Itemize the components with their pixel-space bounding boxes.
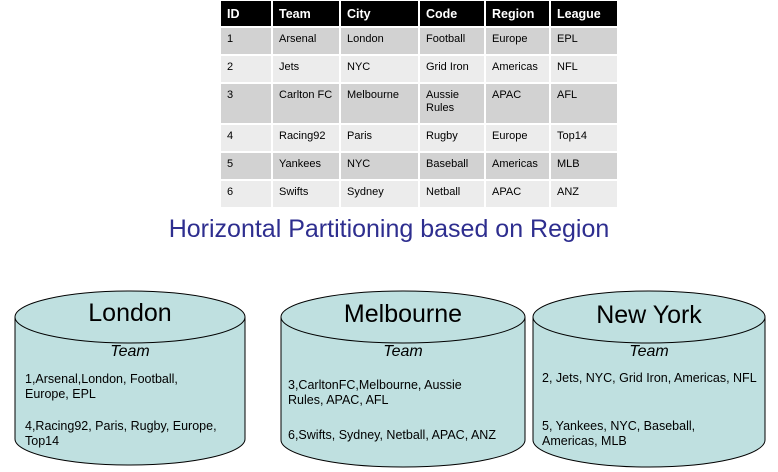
database-london: London Team 1,Arsenal,London, Football, …	[14, 289, 246, 467]
record: 6,Swifts, Sydney, Netball, APAC, ANZ	[288, 428, 496, 442]
header-code: Code	[419, 1, 486, 28]
database-melbourne: Melbourne Team 3,CarltonFC,Melbourne, Au…	[280, 289, 526, 469]
cell: Melbourne	[340, 83, 420, 125]
cell: Arsenal	[272, 27, 341, 56]
cell: Americas	[485, 55, 551, 84]
cell: Paris	[340, 124, 420, 153]
cell: Yankees	[272, 152, 341, 181]
record: 1,Arsenal,London, Football, Europe, EPL	[25, 372, 178, 401]
cell: 2	[221, 55, 273, 84]
cell: 5	[221, 152, 273, 181]
cell: 1	[221, 27, 273, 56]
cell: MLB	[550, 152, 617, 181]
cell: NYC	[340, 55, 420, 84]
cell: Grid Iron	[419, 55, 486, 84]
cell: Football	[419, 27, 486, 56]
cell: Rugby	[419, 124, 486, 153]
database-new-york: New York Team 2, Jets, NYC, Grid Iron, A…	[532, 289, 766, 469]
cell: London	[340, 27, 420, 56]
cell: Swifts	[272, 180, 341, 209]
header-team: Team	[272, 1, 341, 28]
record: 3,CarltonFC,Melbourne, Aussie Rules, APA…	[288, 378, 462, 407]
table-row: 2 Jets NYC Grid Iron Americas NFL	[221, 55, 617, 84]
cylinder-shape	[14, 290, 246, 466]
database-name: New York	[596, 301, 702, 329]
table-row: 4 Racing92 Paris Rugby Europe Top14	[221, 124, 617, 153]
teams-table: ID Team City Code Region League 1 Arsena…	[221, 1, 617, 209]
cell: NYC	[340, 152, 420, 181]
table-row: 5 Yankees NYC Baseball Americas MLB	[221, 152, 617, 181]
record: 4,Racing92, Paris, Rugby, Europe, Top14	[25, 419, 217, 448]
cell: AFL	[550, 83, 617, 125]
database-name: Melbourne	[343, 300, 463, 328]
table-row: 6 Swifts Sydney Netball APAC ANZ	[221, 180, 617, 209]
diagram-title: Horizontal Partitioning based on Region	[168, 215, 610, 243]
record: 5, Yankees, NYC, Baseball, Americas, MLB	[542, 419, 696, 448]
cell: Sydney	[340, 180, 420, 209]
table-label: Team	[110, 343, 150, 360]
cylinder-shape	[280, 290, 526, 468]
cell: 3	[221, 83, 273, 125]
cell: Top14	[550, 124, 617, 153]
cell: APAC	[485, 180, 551, 209]
header-league: League	[550, 1, 617, 28]
cell: Baseball	[419, 152, 486, 181]
table-header-row: ID Team City Code Region League	[221, 1, 617, 28]
cell: 4	[221, 124, 273, 153]
table-label: Team	[383, 343, 423, 360]
header-city: City	[340, 1, 420, 28]
cell: Racing92	[272, 124, 341, 153]
cell: ANZ	[550, 180, 617, 209]
cell: EPL	[550, 27, 617, 56]
header-region: Region	[485, 1, 551, 28]
cell: Aussie Rules	[419, 83, 486, 125]
database-name: London	[88, 299, 172, 327]
cell: Europe	[485, 27, 551, 56]
table-row: 1 Arsenal London Football Europe EPL	[221, 27, 617, 56]
table-row: 3 Carlton FC Melbourne Aussie Rules APAC…	[221, 83, 617, 125]
table-label: Team	[629, 343, 669, 360]
cell: Americas	[485, 152, 551, 181]
cell: Jets	[272, 55, 341, 84]
cell: APAC	[485, 83, 551, 125]
record: 2, Jets, NYC, Grid Iron, Americas, NFL	[542, 371, 757, 385]
cell: Netball	[419, 180, 486, 209]
cell: NFL	[550, 55, 617, 84]
header-id: ID	[221, 1, 273, 28]
cylinder-shape	[532, 290, 766, 468]
cell: 6	[221, 180, 273, 209]
cell: Europe	[485, 124, 551, 153]
cell: Carlton FC	[272, 83, 341, 125]
